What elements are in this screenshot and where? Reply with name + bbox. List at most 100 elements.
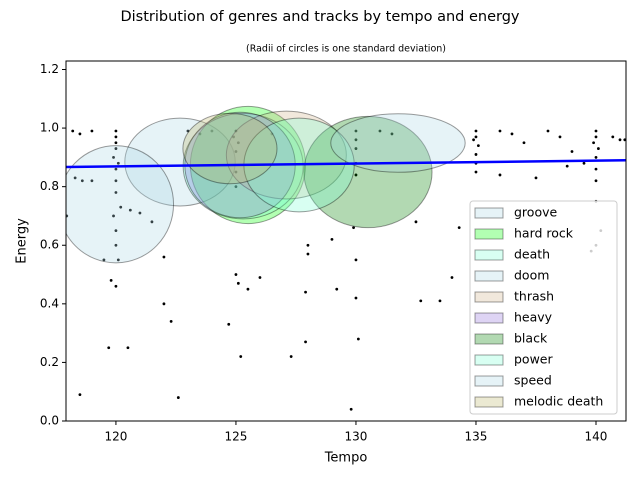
track-point	[114, 229, 118, 233]
y-tick-label: 1.2	[40, 62, 59, 76]
track-point	[522, 141, 526, 145]
track-point	[356, 337, 360, 341]
x-tick-label: 135	[465, 430, 488, 444]
track-point	[239, 355, 243, 358]
genre-ellipse	[66, 145, 175, 264]
genre-ellipse	[303, 115, 433, 229]
track-point	[162, 255, 166, 259]
track-point	[474, 153, 478, 156]
track-point	[354, 296, 358, 300]
track-point	[71, 129, 75, 133]
track-point	[227, 322, 231, 326]
track-point	[354, 258, 358, 262]
track-point	[162, 302, 166, 306]
track-point	[390, 132, 394, 136]
trend-line	[66, 159, 626, 169]
track-point	[102, 258, 106, 262]
track-point	[114, 129, 118, 133]
track-point	[510, 132, 514, 136]
track-point	[73, 176, 77, 180]
track-point	[419, 299, 423, 303]
track-point	[565, 164, 569, 168]
track-point	[176, 396, 180, 399]
track-point	[596, 147, 600, 150]
legend-label: death	[514, 247, 550, 262]
track-point	[594, 155, 598, 159]
track-point	[258, 276, 262, 279]
ticks: 120 125 130 135 140 0.0 0.2 0.4 0.6 0.8 1.0 1.2	[40, 62, 608, 444]
x-tick-label: 125	[224, 430, 247, 444]
track-point	[289, 355, 293, 358]
track-point	[210, 129, 214, 133]
x-tick-label: 130	[345, 430, 368, 444]
track-point	[109, 278, 113, 282]
x-tick-label: 140	[585, 430, 608, 444]
track-point	[570, 150, 574, 153]
legend-swatch	[474, 249, 504, 261]
y-tick-label: 0.0	[40, 414, 59, 428]
legend-swatch	[474, 312, 504, 324]
track-point	[246, 287, 250, 291]
track-point	[112, 155, 115, 159]
track-point	[474, 170, 478, 174]
legend-swatch	[474, 354, 504, 366]
legend-label: melodic death	[514, 394, 603, 409]
legend-swatch	[474, 291, 504, 303]
track-point	[611, 135, 615, 139]
track-point	[594, 129, 598, 133]
track-point	[457, 226, 461, 230]
track-point	[558, 135, 562, 139]
y-tick-label: 1.0	[40, 121, 59, 135]
axes-frame	[65, 60, 627, 422]
track-point	[354, 138, 358, 142]
y-axis-label: Energy	[15, 218, 30, 264]
track-point	[66, 214, 69, 218]
legend-swatch	[474, 396, 504, 408]
track-point	[150, 220, 154, 224]
genre-ellipse	[182, 112, 278, 185]
legend-label: power	[514, 352, 553, 367]
y-tick-label: 0.8	[40, 179, 59, 193]
genre-ellipse	[330, 113, 466, 173]
genre-ellipse	[124, 117, 236, 207]
track-point	[592, 141, 595, 145]
track-point	[90, 179, 94, 183]
track-point	[234, 170, 238, 174]
track-point	[306, 252, 310, 256]
track-point	[354, 147, 358, 150]
track-point	[128, 208, 132, 212]
track-point	[270, 132, 274, 136]
track-point	[498, 129, 502, 133]
track-point	[234, 185, 238, 189]
legend-swatch	[474, 333, 504, 345]
track-point	[438, 299, 442, 303]
track-point	[114, 167, 118, 171]
track-point	[335, 287, 339, 291]
track-point	[474, 135, 478, 139]
y-tick-label: 0.2	[40, 355, 59, 369]
track-point	[474, 129, 478, 133]
chart-title: Distribution of genres and tracks by tem…	[120, 9, 519, 25]
track-point	[114, 179, 118, 183]
track-point	[107, 346, 111, 350]
x-axis-label: Tempo	[324, 451, 368, 466]
legend-swatch	[474, 375, 504, 387]
legend-swatch	[474, 270, 504, 282]
track-point	[476, 144, 480, 148]
track-point	[78, 132, 82, 136]
track-point	[594, 179, 598, 183]
track-point	[354, 173, 358, 177]
track-point	[116, 161, 120, 165]
track-point	[450, 276, 454, 279]
track-point	[378, 129, 382, 133]
track-point	[90, 129, 94, 133]
track-point	[546, 129, 550, 133]
legend-label: hard rock	[514, 226, 574, 241]
track-point	[114, 141, 118, 145]
legend-label: speed	[514, 373, 552, 388]
track-point	[234, 129, 238, 133]
track-point	[126, 346, 130, 350]
track-point	[594, 135, 598, 139]
legend-swatch	[474, 207, 504, 219]
